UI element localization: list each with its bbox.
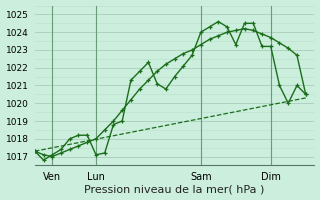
X-axis label: Pression niveau de la mer( hPa ): Pression niveau de la mer( hPa ) — [84, 184, 265, 194]
